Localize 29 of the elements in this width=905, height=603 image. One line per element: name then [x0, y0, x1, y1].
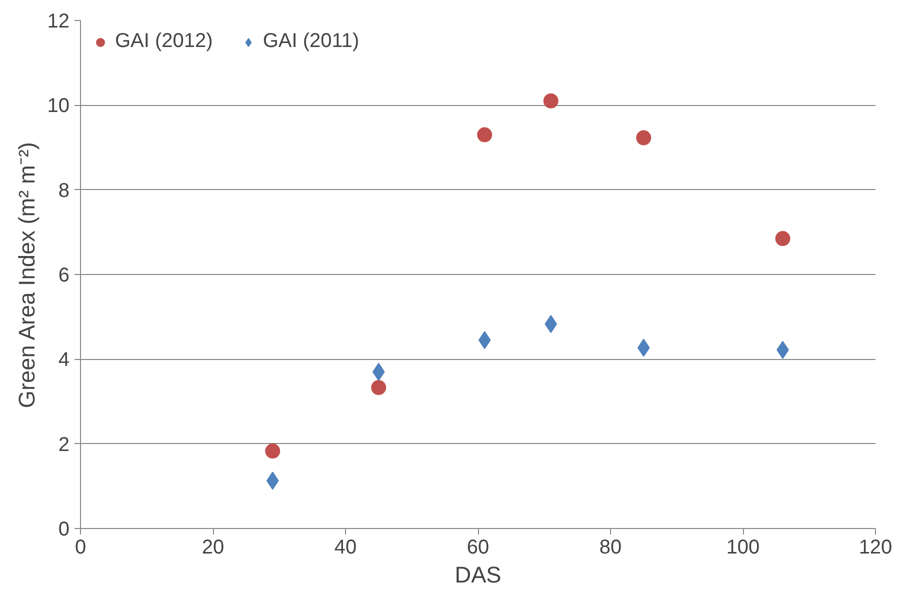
y-tick-label: 10: [47, 95, 70, 118]
x-axis-title: DAS: [454, 562, 502, 588]
x-tick-label: 40: [334, 536, 357, 558]
point: [637, 338, 650, 357]
point: [636, 130, 652, 146]
x-tick-label: 0: [74, 536, 86, 558]
legend-label: GAI (2011): [262, 30, 360, 53]
y-tick-label: 0: [58, 518, 70, 540]
point: [775, 231, 790, 246]
x-tick-label: 60: [466, 536, 490, 558]
x-tick-label: 120: [858, 536, 892, 558]
point: [543, 93, 558, 108]
x-tick-label: 80: [599, 536, 622, 558]
point: [477, 127, 492, 142]
point: [266, 472, 279, 490]
y-tick-label: 2: [58, 434, 70, 456]
y-tick-label: 12: [47, 10, 70, 32]
x-tick-label: 20: [202, 536, 224, 558]
point: [544, 315, 558, 334]
point: [265, 444, 280, 459]
x-tick-label: 100: [726, 536, 760, 558]
y-axis-title: Green Area Index (m² m⁻²): [13, 142, 40, 408]
y-tick-label: 6: [58, 264, 70, 286]
legend-label: GAI (2012): [115, 30, 213, 53]
y-tick-label: 8: [58, 180, 70, 202]
point: [371, 380, 386, 396]
y-tick-label: 4: [58, 349, 70, 372]
point: [478, 331, 491, 350]
point: [372, 362, 385, 381]
